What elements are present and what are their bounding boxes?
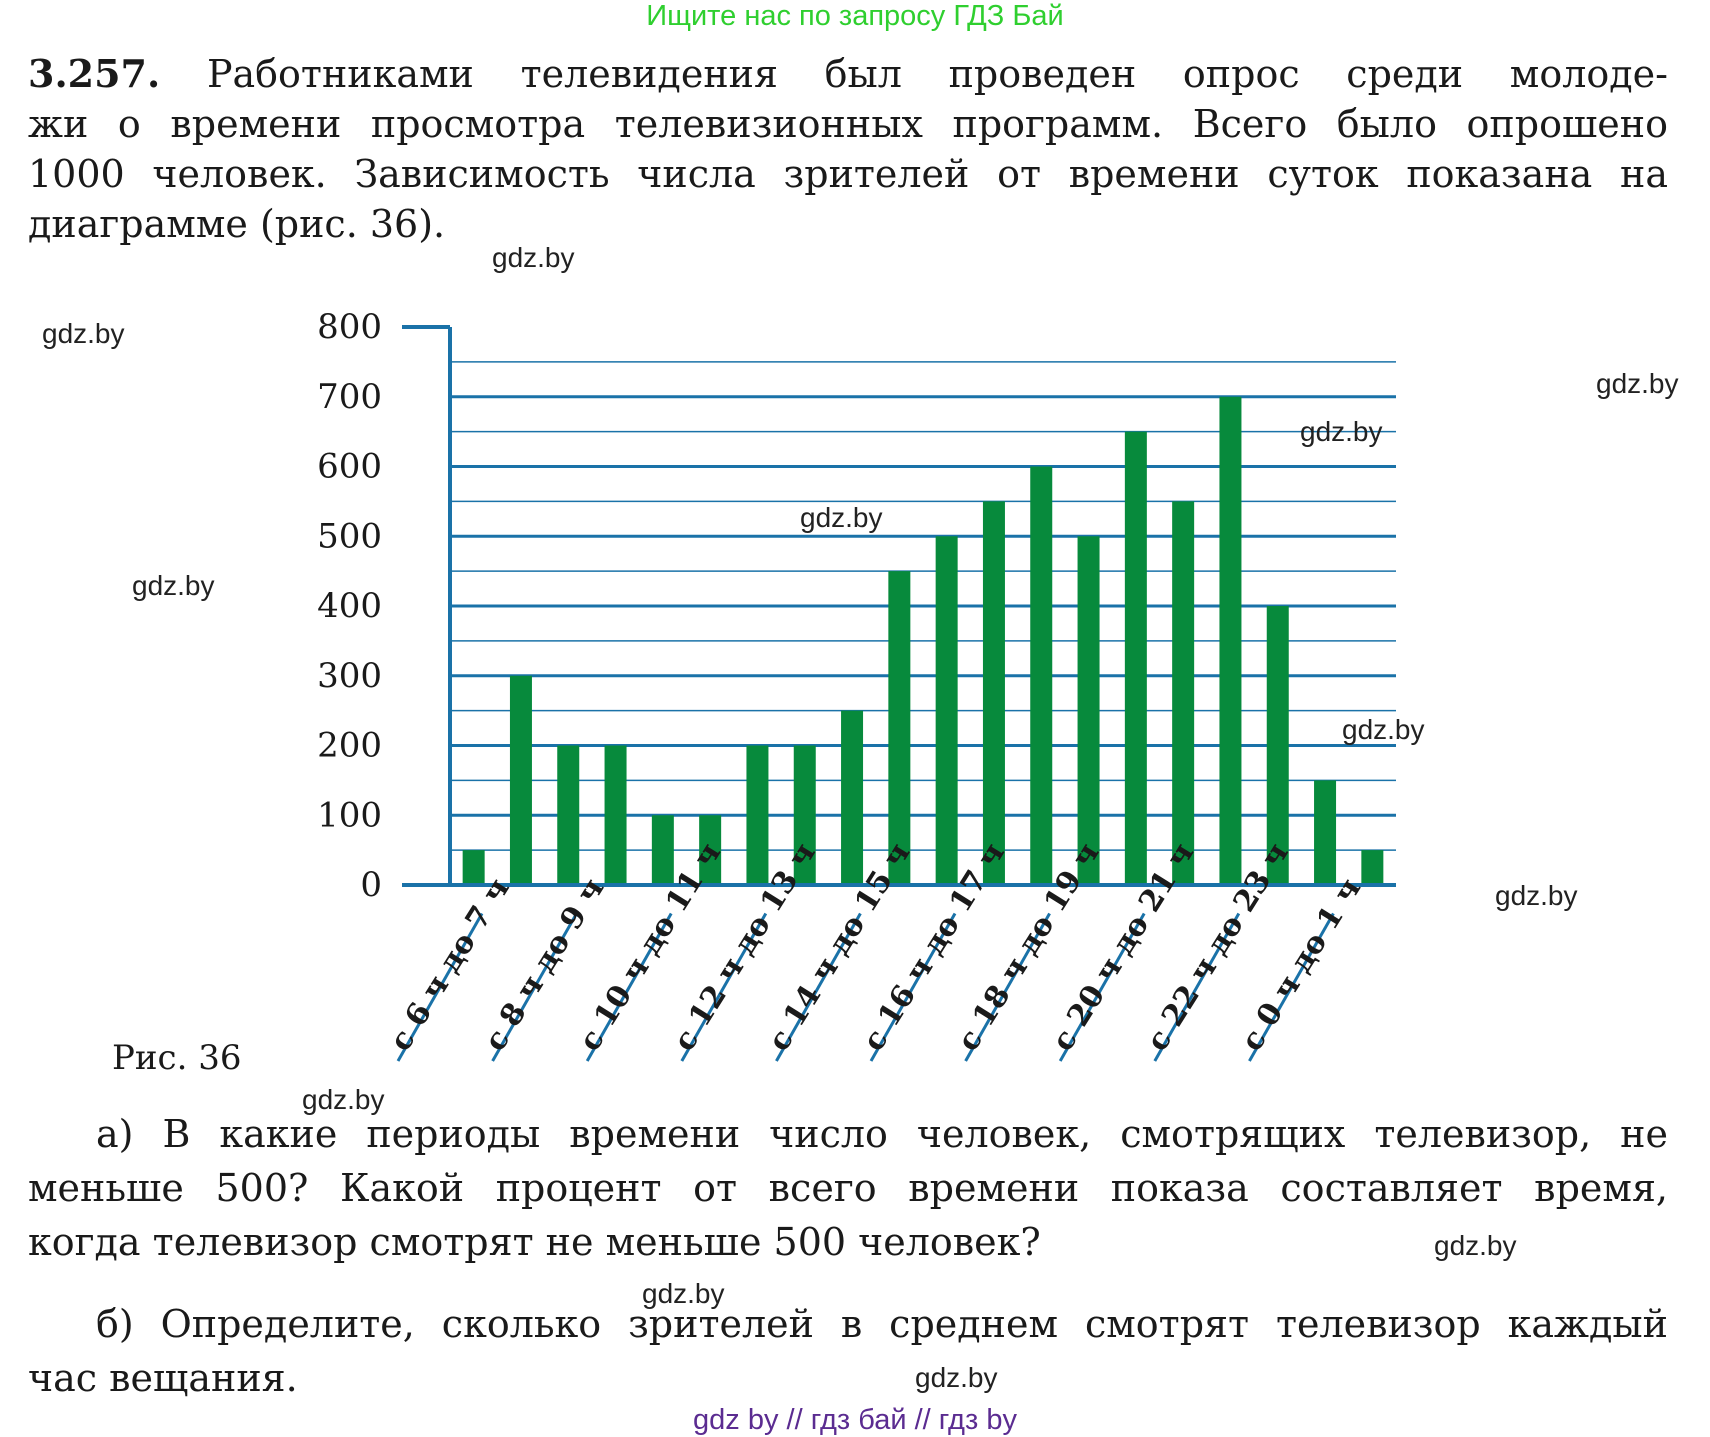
bar: [604, 745, 627, 885]
bar: [1077, 536, 1100, 885]
chart-axes: [402, 325, 1396, 887]
question-b-line-2: час вещания.: [28, 1356, 298, 1400]
watermark: gdz.by: [1434, 1230, 1517, 1261]
watermark: gdz.by: [1342, 714, 1425, 745]
x-tick-underline: [396, 912, 484, 1062]
bar: [1030, 466, 1053, 885]
question-a-line-1: а) В какие периоды времени число человек…: [96, 1112, 1668, 1156]
chart-bars: [462, 396, 1384, 885]
bar: [557, 745, 580, 885]
x-tick-underline: [585, 912, 673, 1062]
problem-line-3: 1000 человек. Зависимость числа зрителей…: [28, 152, 1668, 196]
y-tick-label: 200: [317, 726, 382, 766]
chart-y-tick-labels: 0 100 200 300 400 500 600 700 800: [317, 307, 382, 905]
y-tick-label: 800: [317, 307, 382, 347]
chart-grid: [450, 361, 1396, 851]
x-tick-underline: [1248, 912, 1335, 1062]
x-tick-underline: [491, 912, 578, 1062]
watermark: gdz.by: [1495, 880, 1578, 911]
watermark: gdz.by: [800, 502, 883, 533]
problem-number: 3.257.: [28, 51, 161, 96]
bar: [982, 501, 1005, 885]
x-tick-underline: [1153, 912, 1241, 1062]
y-tick-label: 400: [317, 586, 382, 626]
bar: [509, 675, 532, 885]
y-tick-label: 500: [317, 516, 382, 556]
bar: [1219, 396, 1242, 885]
question-a-line-2: меньше 500? Какой процент от всего време…: [28, 1166, 1668, 1210]
watermark: gdz.by: [492, 242, 575, 273]
x-tick-underline: [775, 912, 862, 1062]
bar: [699, 815, 722, 885]
bar: [841, 710, 864, 885]
watermark: gdz.by: [915, 1362, 998, 1393]
problem-line-2: жи о времени просмотра телевизионных про…: [28, 102, 1668, 146]
y-tick-label: 100: [317, 795, 382, 835]
bar: [1314, 780, 1337, 885]
bar: [1172, 501, 1195, 885]
bar: [1124, 431, 1147, 885]
question-a-line-3: когда телевизор смотрят не меньше 500 че…: [28, 1220, 1041, 1264]
bar: [462, 850, 485, 885]
problem-line-4: диаграмме (рис. 36).: [28, 202, 446, 246]
watermark: gdz.by: [642, 1278, 725, 1309]
bar: [1266, 606, 1289, 885]
x-tick-underline: [1058, 912, 1146, 1062]
watermark: gdz.by: [1596, 368, 1679, 399]
problem-line-1: 3.257. Работниками телевидения был прове…: [28, 51, 1668, 96]
figure-caption: Рис. 36: [112, 1038, 242, 1078]
bar: [1361, 850, 1384, 885]
watermark: gdz.by: [132, 570, 215, 601]
bar: [746, 745, 769, 885]
x-tick-underline: [964, 912, 1051, 1062]
x-tick-underline: [680, 912, 768, 1062]
bar: [888, 571, 911, 885]
y-tick-label: 0: [360, 865, 382, 905]
watermark: gdz.by: [1300, 416, 1383, 447]
question-b-line-1: б) Определите, сколько зрителей в средне…: [96, 1302, 1668, 1346]
search-banner[interactable]: Ищите нас по запросу ГДЗ Бай: [646, 0, 1064, 32]
watermark: gdz.by: [302, 1084, 385, 1115]
x-tick-underline: [869, 912, 957, 1062]
watermark: gdz.by: [42, 318, 125, 349]
footer-links[interactable]: gdz by // гдз бай // гдз by: [693, 1404, 1017, 1436]
y-tick-label: 700: [317, 377, 382, 417]
y-tick-label: 300: [317, 656, 382, 696]
bar: [935, 536, 958, 885]
bar: [793, 745, 816, 885]
bar: [651, 815, 674, 885]
y-tick-label: 600: [317, 447, 382, 487]
